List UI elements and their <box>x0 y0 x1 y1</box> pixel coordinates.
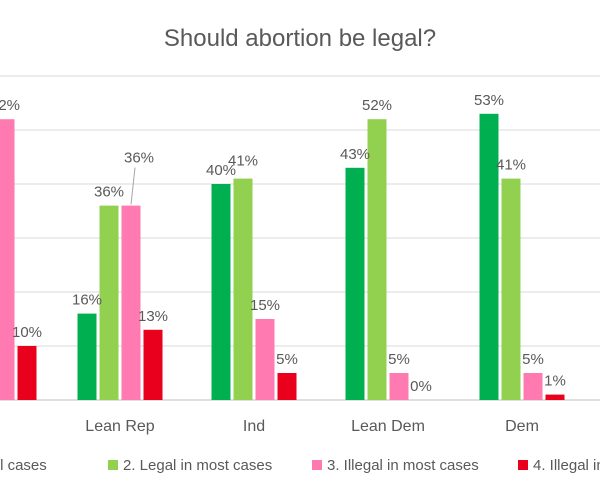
legend-swatch <box>108 460 118 470</box>
bar <box>545 394 565 400</box>
data-label: 13% <box>138 308 168 325</box>
data-label: 5% <box>276 351 298 368</box>
bar <box>233 178 253 400</box>
category-label: Lean Dem <box>351 418 425 435</box>
data-label: 41% <box>228 153 258 170</box>
data-label: 36% <box>94 184 124 201</box>
category-label: Dem <box>505 418 539 435</box>
bar <box>389 373 409 400</box>
bars <box>0 113 565 401</box>
bar <box>77 313 97 400</box>
data-label: 41% <box>496 157 526 174</box>
bar <box>121 205 141 400</box>
bar <box>345 167 365 400</box>
data-label: 36% <box>124 150 154 167</box>
bar <box>17 346 37 400</box>
chart-title: Should abortion be legal? <box>164 25 436 52</box>
category-label: Ind <box>243 418 265 435</box>
data-label: 52% <box>0 97 20 114</box>
bar <box>211 184 231 400</box>
bar <box>523 373 543 400</box>
legend-label: 4. Illegal in all cases <box>533 457 600 474</box>
bar <box>479 113 499 401</box>
data-label: 0% <box>410 378 432 395</box>
data-label: 40% <box>206 162 236 179</box>
data-label: 5% <box>522 351 544 368</box>
data-labels: 16% 40% 43% 53% 36% 41% 52% 41% 52% 36% 15% 5% 5% 10%… <box>0 92 566 395</box>
bar <box>99 205 119 400</box>
bar <box>143 329 163 400</box>
legend-swatch <box>518 460 528 470</box>
data-label: 5% <box>388 351 410 368</box>
data-label: 15% <box>250 297 280 314</box>
category-label: Lean Rep <box>85 418 154 435</box>
legend-label: 2. Legal in most cases <box>123 457 272 474</box>
label-leader-line <box>130 167 136 205</box>
data-label: 16% <box>72 292 102 309</box>
legend-label: 3. Illegal in most cases <box>327 457 479 474</box>
bar <box>255 319 275 400</box>
legend-swatch <box>312 460 322 470</box>
bar <box>367 119 387 400</box>
bar <box>0 119 15 400</box>
bar <box>501 178 521 400</box>
data-label: 43% <box>340 146 370 163</box>
data-label: 1% <box>544 373 566 390</box>
bar <box>277 373 297 400</box>
data-label: 10% <box>12 324 42 341</box>
category-labels: Lean Rep Ind Lean Dem Dem <box>85 418 539 435</box>
legend-label: 1. Legal in all cases <box>0 457 47 474</box>
data-label: 52% <box>362 97 392 114</box>
legend: 1. Legal in all cases 2. Legal in most ca… <box>0 457 600 474</box>
data-label: 53% <box>474 92 504 109</box>
